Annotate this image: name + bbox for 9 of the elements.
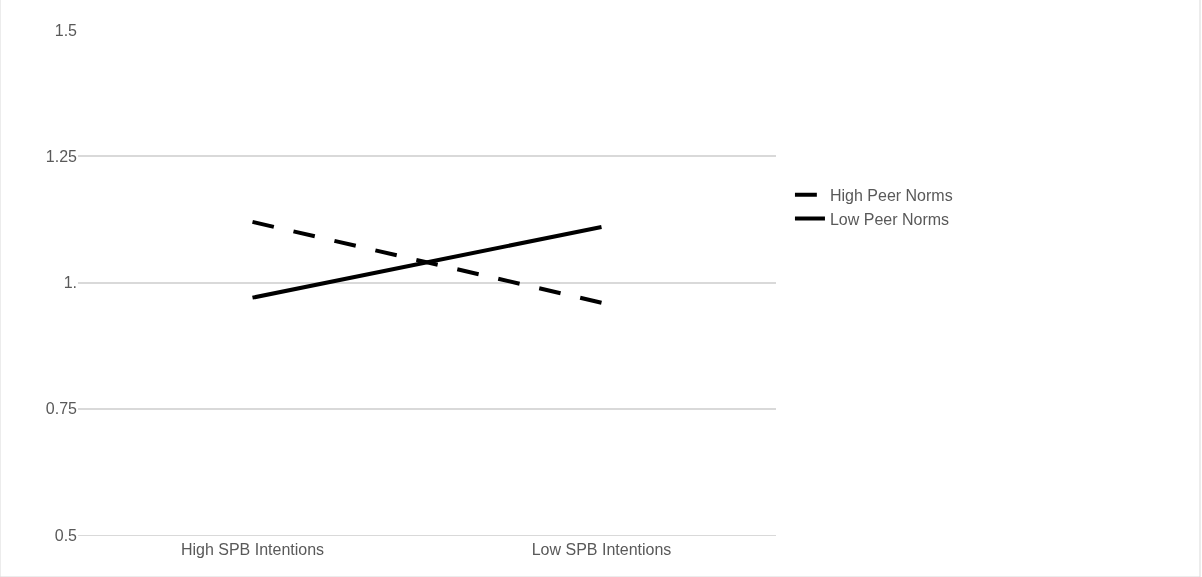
y-tick-label: 1.5 — [54, 21, 78, 39]
legend-label: Low Peer Norms — [829, 210, 950, 228]
y-tick-label: 1.25 — [45, 147, 78, 165]
y-tick-label: 0.5 — [54, 526, 78, 544]
y-tick-label: 1. — [63, 274, 77, 292]
x-tick-label: High SPB Intentions — [180, 541, 325, 559]
x-tick-label: Low SPB Intentions — [531, 541, 672, 559]
legend-label: High Peer Norms — [829, 186, 953, 204]
y-tick-label: 0.75 — [45, 400, 78, 418]
